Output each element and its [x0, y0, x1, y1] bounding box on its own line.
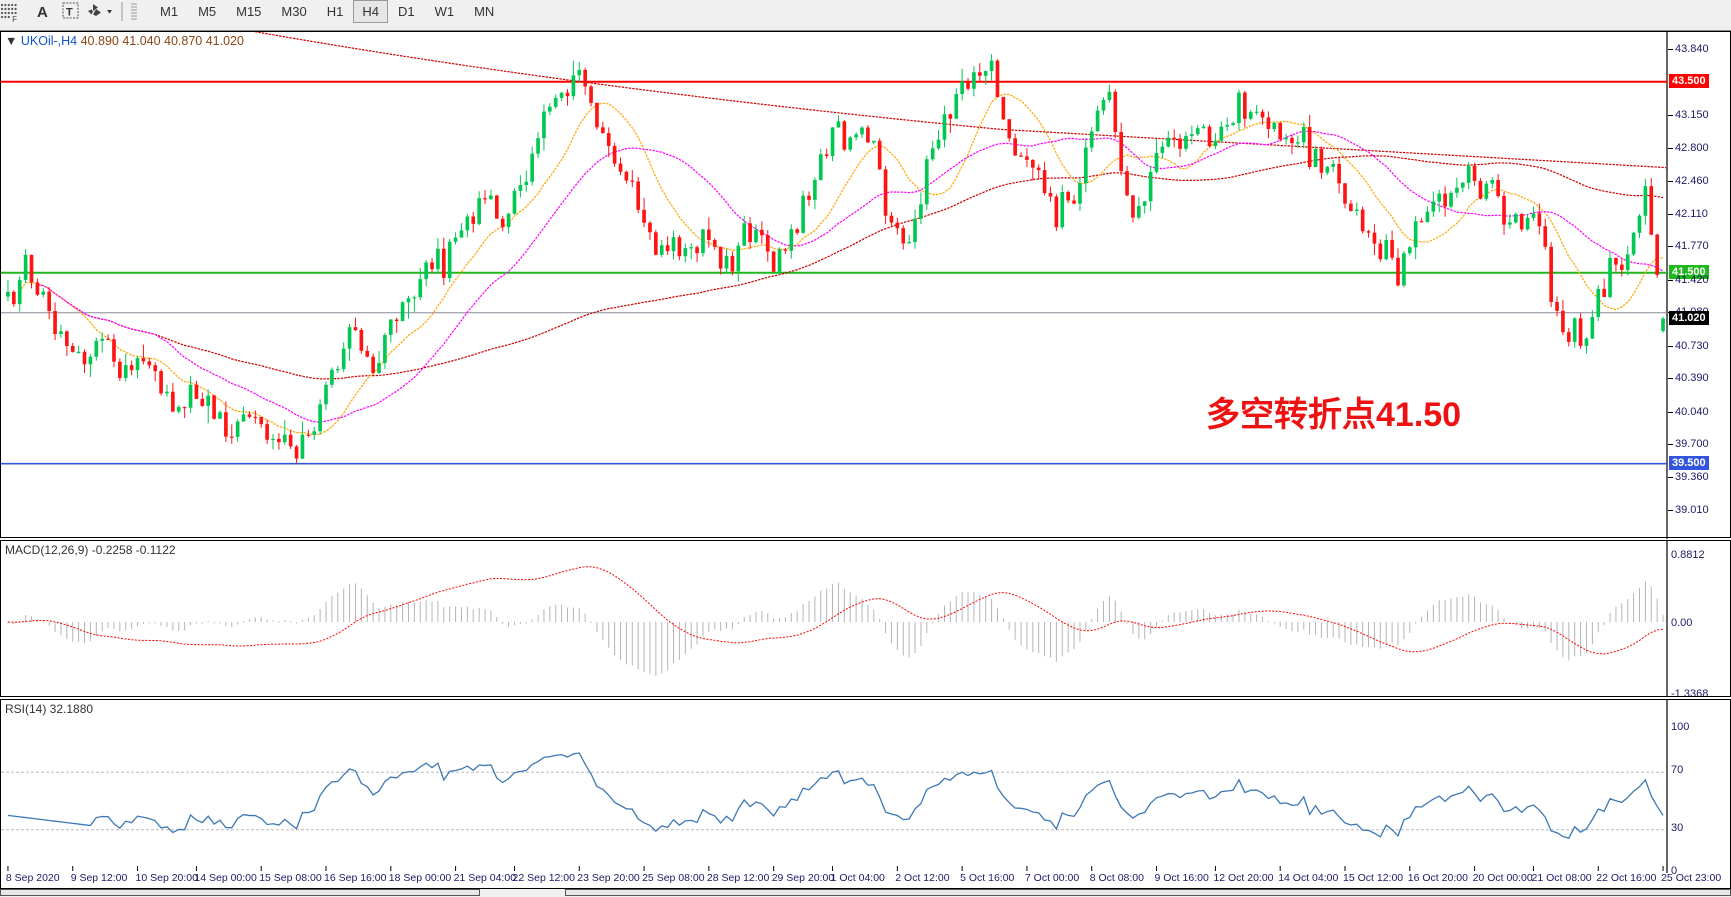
svg-text:A: A: [37, 4, 48, 21]
svg-text:T: T: [66, 7, 73, 19]
svg-text:F: F: [12, 15, 17, 23]
